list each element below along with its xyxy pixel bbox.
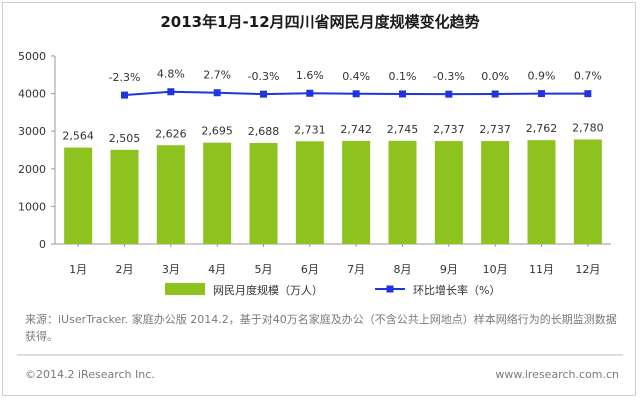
growth-point: [491, 90, 499, 98]
x-tick-label: 7月: [347, 263, 365, 276]
x-tick-label: 9月: [440, 263, 458, 276]
bar: [295, 141, 324, 244]
growth-point: [584, 90, 592, 98]
chart-title: 2013年1月-12月四川省网民月度规模变化趋势: [160, 13, 479, 31]
growth-data-label: -0.3%: [433, 70, 465, 83]
bar: [110, 149, 139, 244]
growth-point: [306, 89, 314, 97]
copyright: ©2014.2 iResearch Inc.: [25, 368, 155, 381]
legend-line-label: 环比增长率（%）: [413, 283, 500, 297]
bar: [481, 141, 510, 244]
x-tick-label: 5月: [255, 263, 273, 276]
x-tick-label: 8月: [394, 263, 412, 276]
bar-data-label: 2,626: [155, 127, 187, 140]
chart-canvas: 2013年1月-12月四川省网民月度规模变化趋势 0 1000 2000 3000 400…: [17, 13, 623, 356]
bar: [156, 145, 185, 244]
bar: [388, 140, 417, 244]
bar: [342, 140, 371, 244]
growth-point: [167, 88, 175, 96]
legend-bar-swatch: [165, 283, 205, 295]
bar-data-label: 2,780: [572, 121, 604, 134]
growth-data-label: 0.4%: [342, 70, 370, 83]
y-tick-label: 1000: [18, 200, 46, 213]
bar: [203, 142, 232, 244]
growth-data-label: 4.8%: [157, 68, 185, 81]
x-tick-label: 1月: [69, 263, 87, 276]
bar: [434, 141, 463, 244]
bar-data-label: 2,731: [294, 123, 326, 136]
bar-data-label: 2,564: [62, 130, 94, 143]
x-tick-label: 3月: [162, 263, 180, 276]
y-tick-label: 0: [39, 238, 46, 251]
growth-point: [213, 89, 221, 97]
y-tick-label: 4000: [18, 88, 46, 101]
growth-data-label: 0.7%: [574, 70, 602, 83]
growth-point: [445, 90, 453, 98]
source-note: 来源：iUserTracker. 家庭办公版 2014.2，基于对40万名家庭及…: [25, 313, 617, 343]
bar-data-label: 2,762: [526, 122, 558, 135]
bar: [573, 139, 602, 244]
growth-data-label: -2.3%: [109, 71, 141, 84]
chart-frame: 2013年1月-12月四川省网民月度规模变化趋势 0 1000 2000 3000 400…: [2, 2, 636, 396]
y-tick-label: 5000: [18, 50, 46, 63]
bar-data-label: 2,695: [201, 125, 233, 138]
growth-data-label: 2.7%: [203, 69, 231, 82]
growth-point: [399, 90, 406, 98]
bar-data-label: 2,688: [248, 125, 280, 138]
growth-point: [538, 90, 545, 98]
growth-point: [260, 90, 267, 98]
growth-data-label: 1.6%: [296, 69, 324, 82]
legend-bar-label: 网民月度规模（万人）: [213, 283, 323, 297]
bar: [527, 140, 556, 244]
growth-data-label: -0.3%: [248, 70, 280, 83]
growth-point: [352, 90, 360, 98]
bar: [64, 147, 93, 244]
y-tick-label: 2000: [18, 163, 46, 176]
legend-line-marker: [386, 285, 394, 293]
x-tick-label: 12月: [575, 263, 600, 276]
bar-data-label: 2,737: [433, 123, 465, 136]
growth-point: [121, 91, 128, 99]
growth-data-label: 0.0%: [481, 70, 509, 83]
bar-data-label: 2,737: [479, 123, 511, 136]
bar-data-label: 2,742: [340, 123, 372, 136]
x-tick-label: 10月: [483, 263, 508, 276]
growth-data-label: 0.9%: [528, 70, 556, 83]
growth-data-label: 0.1%: [389, 70, 417, 83]
y-tick-label: 3000: [18, 125, 46, 138]
x-tick-label: 11月: [529, 263, 554, 276]
bar: [249, 142, 278, 244]
bar-data-label: 2,505: [109, 132, 141, 145]
x-tick-label: 4月: [208, 263, 226, 276]
bar-data-label: 2,745: [387, 123, 419, 136]
x-tick-label: 2月: [116, 263, 134, 276]
website: www.iresearch.com.cn: [495, 368, 619, 381]
x-tick-label: 6月: [301, 263, 319, 276]
